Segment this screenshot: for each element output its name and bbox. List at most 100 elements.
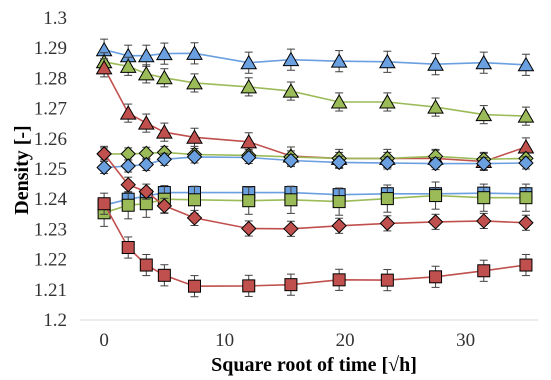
data-point (284, 278, 298, 292)
y-tick-label: 1.24 (34, 189, 68, 210)
data-point (120, 176, 136, 193)
data-point (518, 155, 534, 171)
data-point (138, 183, 154, 200)
x-tick-label: 20 (336, 330, 355, 351)
data-point (139, 258, 153, 272)
data-point (242, 194, 256, 208)
y-tick-label: 1.26 (34, 129, 67, 150)
data-point (331, 218, 347, 234)
data-point (137, 115, 155, 130)
data-point (429, 270, 443, 284)
data-point (517, 108, 535, 123)
data-point (156, 151, 173, 168)
data-point (379, 215, 396, 232)
data-point (517, 56, 535, 72)
data-point (241, 149, 257, 166)
data-point (477, 264, 491, 278)
y-tick-label: 1.28 (34, 68, 67, 89)
x-tick-labels: 0 10 20 30 (99, 330, 475, 351)
data-point (476, 155, 492, 172)
data-point (332, 195, 346, 209)
data-point (188, 193, 201, 207)
data-point (283, 221, 299, 237)
data-point (427, 99, 444, 114)
y-tick-label: 1.3 (43, 8, 67, 29)
data-point (95, 59, 113, 75)
data-point (157, 268, 171, 282)
data-point (379, 155, 396, 171)
data-point (188, 279, 201, 293)
data-point (242, 279, 256, 293)
y-tick-label: 1.21 (34, 280, 67, 301)
data-point (378, 53, 396, 69)
y-tick-labels: 1.2 1.21 1.22 1.23 1.24 1.25 1.26 1.27 1.28 1.29 1… (34, 8, 68, 331)
data-point (380, 273, 394, 287)
x-tick-label: 10 (215, 330, 234, 351)
data-point (283, 152, 299, 169)
data-point (156, 124, 173, 139)
data-point (138, 156, 154, 173)
data-point (156, 45, 173, 61)
data-point (427, 56, 444, 71)
plot-area (95, 38, 535, 298)
data-point (156, 198, 173, 214)
y-tick-label: 1.27 (34, 99, 67, 120)
data-point (121, 198, 135, 212)
data-point (332, 273, 346, 287)
y-tick-label: 1.29 (34, 38, 67, 59)
data-point (378, 93, 396, 109)
data-point (137, 65, 155, 81)
data-point (427, 214, 444, 230)
series-1 (95, 38, 535, 76)
y-axis-title: Density [-] (11, 125, 33, 214)
data-point (97, 197, 111, 211)
data-point (477, 191, 491, 205)
data-point (475, 54, 493, 70)
data-point (380, 192, 394, 206)
series-2 (95, 52, 535, 126)
data-point (282, 83, 300, 98)
data-point (119, 58, 137, 73)
data-point (186, 74, 203, 90)
data-point (331, 154, 347, 171)
data-point (121, 241, 135, 255)
data-point (282, 51, 300, 67)
x-tick-label: 0 (99, 330, 109, 351)
x-tick-label: 30 (456, 330, 475, 351)
data-point (120, 158, 136, 174)
data-point (427, 155, 444, 172)
data-point (330, 93, 348, 109)
data-point (429, 189, 443, 203)
y-tick-label: 1.25 (34, 159, 67, 180)
series-7 (97, 181, 533, 227)
y-tick-label: 1.22 (34, 250, 67, 271)
data-point (476, 213, 492, 229)
data-point (519, 191, 533, 205)
y-tick-label: 1.2 (43, 310, 67, 331)
data-point (240, 78, 258, 94)
data-point (330, 53, 348, 68)
data-point (186, 129, 203, 144)
data-point (186, 45, 203, 60)
data-point (137, 47, 155, 63)
data-point (96, 159, 112, 176)
data-point (284, 193, 298, 207)
series-5 (96, 149, 534, 176)
data-point (96, 146, 112, 162)
data-point (475, 106, 493, 122)
data-point (186, 210, 203, 226)
data-point (156, 69, 173, 85)
series-line (103, 61, 526, 117)
series-9 (97, 192, 533, 298)
data-point (119, 105, 137, 120)
x-axis-title: Square root of time [√h] (211, 354, 417, 376)
y-tick-label: 1.23 (34, 219, 67, 240)
data-point (519, 258, 533, 272)
data-point (241, 220, 257, 237)
data-point (518, 215, 534, 231)
data-point (240, 54, 258, 70)
data-point (186, 149, 203, 165)
series-8 (96, 145, 534, 237)
